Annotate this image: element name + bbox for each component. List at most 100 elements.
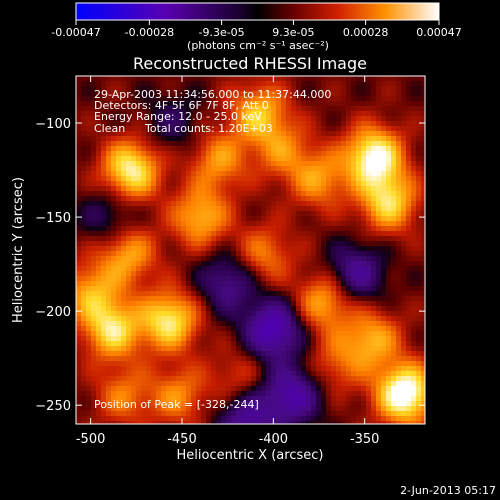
heatmap-cell xyxy=(421,201,425,207)
heatmap-cell xyxy=(156,166,162,172)
heatmap-cell xyxy=(111,411,117,417)
heatmap-cell xyxy=(86,221,92,227)
heatmap-cell xyxy=(306,106,312,112)
heatmap-cell xyxy=(96,226,102,232)
heatmap-cell xyxy=(171,146,177,152)
heatmap-cell xyxy=(281,226,287,232)
heatmap-cell xyxy=(341,401,347,407)
heatmap-cell xyxy=(271,296,277,302)
heatmap-cell xyxy=(181,221,187,227)
heatmap-cell xyxy=(291,416,297,422)
heatmap-cell xyxy=(221,371,227,377)
heatmap-cell xyxy=(306,236,312,242)
heatmap-cell xyxy=(306,311,312,317)
heatmap-cell xyxy=(91,146,97,152)
heatmap-cell xyxy=(161,186,167,192)
heatmap-cell xyxy=(116,286,122,292)
heatmap-cell xyxy=(376,306,382,312)
heatmap-cell xyxy=(421,111,425,117)
heatmap-cell xyxy=(311,421,317,424)
heatmap-cell xyxy=(241,141,247,147)
heatmap-cell xyxy=(121,251,127,257)
heatmap-cell xyxy=(356,421,362,424)
heatmap-cell xyxy=(281,401,287,407)
heatmap-cell xyxy=(241,216,247,222)
heatmap-cell xyxy=(136,226,142,232)
heatmap-cell xyxy=(186,371,192,377)
heatmap-cell xyxy=(251,161,257,167)
heatmap-cell xyxy=(246,166,252,172)
heatmap-cell xyxy=(131,386,137,392)
heatmap-cell xyxy=(151,226,157,232)
heatmap-cell xyxy=(136,411,142,417)
heatmap-cell xyxy=(81,196,87,202)
heatmap-cell xyxy=(291,266,297,272)
heatmap-cell xyxy=(171,91,177,97)
heatmap-cell xyxy=(266,386,272,392)
heatmap-cell xyxy=(206,111,212,117)
heatmap-cell xyxy=(176,76,182,82)
heatmap-cell xyxy=(221,166,227,172)
heatmap-cell xyxy=(226,201,232,207)
heatmap-cell xyxy=(171,261,177,267)
heatmap-cell xyxy=(196,216,202,222)
heatmap-cell xyxy=(366,306,372,312)
heatmap-cell xyxy=(221,301,227,307)
heatmap-cell xyxy=(416,131,422,137)
heatmap-cell xyxy=(291,226,297,232)
heatmap-cell xyxy=(191,386,197,392)
heatmap-cell xyxy=(411,341,417,347)
heatmap-cell xyxy=(271,411,277,417)
heatmap-cell xyxy=(111,311,117,317)
heatmap-cell xyxy=(126,146,132,152)
heatmap-cell xyxy=(151,331,157,337)
heatmap-cell xyxy=(361,151,367,157)
heatmap-cell xyxy=(166,276,172,282)
heatmap-cell xyxy=(376,256,382,262)
heatmap-cell xyxy=(276,331,282,337)
heatmap-cell xyxy=(291,106,297,112)
heatmap-cell xyxy=(81,266,87,272)
heatmap-cell xyxy=(401,136,407,142)
heatmap-cell xyxy=(156,311,162,317)
heatmap-cell xyxy=(326,106,332,112)
heatmap-cell xyxy=(91,91,97,97)
heatmap-cell xyxy=(106,266,112,272)
heatmap-cell xyxy=(86,266,92,272)
heatmap-cell xyxy=(181,346,187,352)
heatmap-cell xyxy=(391,206,397,212)
heatmap-cell xyxy=(301,191,307,197)
heatmap-cell xyxy=(346,386,352,392)
heatmap-cell xyxy=(396,186,402,192)
heatmap-cell xyxy=(211,151,217,157)
heatmap-cell xyxy=(381,311,387,317)
heatmap-cell xyxy=(371,251,377,257)
heatmap-cell xyxy=(176,406,182,412)
heatmap-cell xyxy=(181,376,187,382)
heatmap-cell xyxy=(146,381,152,387)
heatmap-cell xyxy=(391,316,397,322)
heatmap-cell xyxy=(91,191,97,197)
heatmap-cell xyxy=(331,201,337,207)
heatmap-cell xyxy=(186,306,192,312)
heatmap-cell xyxy=(286,416,292,422)
heatmap-cell xyxy=(286,206,292,212)
heatmap-cell xyxy=(406,336,412,342)
heatmap-cell xyxy=(326,331,332,337)
heatmap-cell xyxy=(241,171,247,177)
heatmap-cell xyxy=(301,76,307,82)
heatmap-cell xyxy=(406,166,412,172)
heatmap-cell xyxy=(156,81,162,87)
heatmap-cell xyxy=(416,391,422,397)
heatmap-cell xyxy=(376,96,382,102)
heatmap-cell xyxy=(381,191,387,197)
heatmap-cell xyxy=(81,146,87,152)
heatmap-cell xyxy=(211,406,217,412)
heatmap-cell xyxy=(201,121,207,127)
heatmap-cell xyxy=(171,256,177,262)
heatmap-cell xyxy=(371,226,377,232)
heatmap-cell xyxy=(151,186,157,192)
info-annotations: 29-Apr-2003 11:34:56.000 to 11:37:44.000… xyxy=(94,88,331,411)
heatmap-cell xyxy=(326,356,332,362)
heatmap-cell xyxy=(246,126,252,132)
